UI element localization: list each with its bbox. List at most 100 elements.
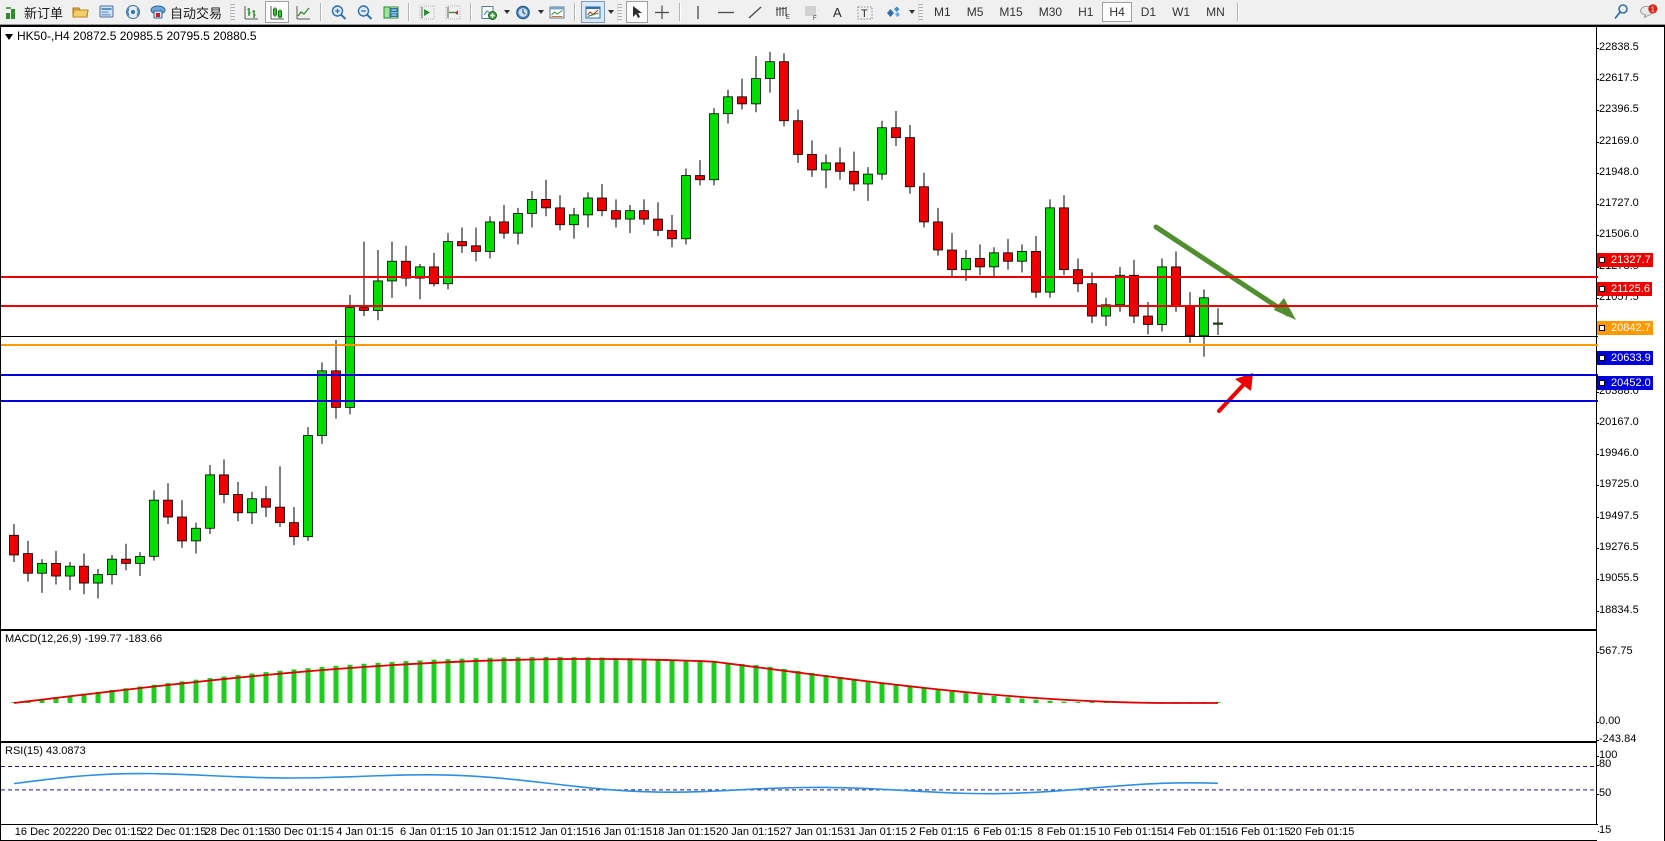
resistance-line-2[interactable] xyxy=(1,305,1598,307)
alerts-button[interactable]: 1 xyxy=(1636,1,1662,23)
horizontal-line-button[interactable] xyxy=(712,1,740,23)
price-level-pill[interactable]: 20452.0 xyxy=(1597,376,1653,391)
timeframe-m30[interactable]: M30 xyxy=(1038,5,1063,19)
chart-template-icon xyxy=(585,6,601,18)
price-tick: 22838.5 xyxy=(1596,40,1639,53)
tile-windows-button[interactable] xyxy=(379,1,403,23)
fibonacci-icon: F xyxy=(805,6,817,21)
price-axis[interactable]: 22838.5 22617.5 22396.5 22169.0 21948.0 21727… xyxy=(1595,27,1664,841)
time-tick: 2 Feb 01:15 xyxy=(909,826,969,838)
chart-templates-caret-icon[interactable] xyxy=(608,10,615,14)
folder-button[interactable] xyxy=(69,1,93,23)
timeframe-mn[interactable]: MN xyxy=(1206,5,1225,19)
toolbar-sep-1 xyxy=(320,3,323,21)
terminal-button[interactable] xyxy=(95,1,119,23)
zoom-in-button[interactable] xyxy=(327,1,351,23)
search-button[interactable] xyxy=(1608,1,1634,23)
templates-button[interactable] xyxy=(545,1,569,23)
indicator-tick: 567.75 xyxy=(1596,645,1633,657)
timeframe-m15[interactable]: M15 xyxy=(999,5,1023,19)
vertical-line-button[interactable] xyxy=(686,1,710,23)
rsi-pane[interactable]: RSI(15) 43.0873 xyxy=(1,741,1598,839)
text-button[interactable]: A xyxy=(826,1,850,23)
support-line-2[interactable] xyxy=(1,400,1598,402)
timeframe-m1[interactable]: M1 xyxy=(934,5,951,19)
line-chart-icon xyxy=(296,5,311,19)
price-tick: 21948.0 xyxy=(1596,165,1639,178)
signal-button[interactable] xyxy=(121,1,145,23)
scroll-end-icon xyxy=(419,5,435,19)
shapes-caret-icon[interactable] xyxy=(909,10,916,14)
macd-pane[interactable]: MACD(12,26,9) -199.77 -183.66 xyxy=(1,629,1598,739)
candlestick-button[interactable] xyxy=(265,1,290,23)
crosshair-button[interactable] xyxy=(650,1,674,23)
add-indicator-button[interactable] xyxy=(477,1,501,23)
price-level-pill[interactable]: 20842.7 xyxy=(1597,321,1653,336)
support-line-1[interactable] xyxy=(1,374,1598,376)
time-tick: 27 Jan 01:15 xyxy=(779,826,844,838)
chart-templates-button[interactable] xyxy=(581,1,606,23)
timeframe-d1[interactable]: D1 xyxy=(1140,5,1157,19)
time-tick: 14 Feb 01:15 xyxy=(1161,826,1227,838)
zoom-out-icon xyxy=(357,4,373,20)
time-tick: 8 Feb 01:15 xyxy=(1037,826,1097,838)
toolbar-sep-5 xyxy=(679,3,682,21)
time-tick: 6 Jan 01:15 xyxy=(400,826,458,838)
timeframe-h1[interactable]: H1 xyxy=(1078,5,1094,19)
shapes-button[interactable] xyxy=(880,1,906,23)
price-level-pill[interactable]: 21327.7 xyxy=(1597,253,1653,268)
folder-icon xyxy=(72,7,89,18)
shapes-icon xyxy=(887,6,901,17)
price-level-pill[interactable]: 20633.9 xyxy=(1597,350,1653,365)
bar-chart-button[interactable] xyxy=(239,1,263,23)
time-tick: 28 Dec 01:15 xyxy=(204,826,271,838)
autotrade-icon xyxy=(150,5,166,19)
new-order-button[interactable]: 新订单 xyxy=(3,1,67,23)
toolbar-grip-2[interactable] xyxy=(617,2,623,22)
timeframe-w1[interactable]: W1 xyxy=(1172,5,1191,19)
chart-window[interactable]: HK50-,H4 20872.5 20985.5 20795.5 20880.5… xyxy=(0,25,1665,841)
fibonacci-button[interactable]: F xyxy=(798,1,824,23)
period-caret-icon[interactable] xyxy=(538,10,545,14)
toolbar-grip-1[interactable] xyxy=(230,2,236,22)
toolbar-sep-2 xyxy=(408,3,411,21)
toolbar-grip-3[interactable] xyxy=(918,2,924,22)
shift-end-icon xyxy=(445,5,461,19)
add-indicator-caret-icon[interactable] xyxy=(504,10,511,14)
cursor-button[interactable] xyxy=(626,1,649,23)
time-tick: 6 Feb 01:15 xyxy=(973,826,1033,838)
resistance-line-1[interactable] xyxy=(1,276,1598,278)
price-tick: 21727.0 xyxy=(1596,197,1639,210)
alerts-icon: 1 xyxy=(1640,4,1658,19)
time-tick: 16 Dec 2022 xyxy=(14,826,78,838)
price-tick: 19055.5 xyxy=(1596,572,1639,585)
price-tick: 20167.0 xyxy=(1596,416,1639,429)
indicator-tick: 100 xyxy=(1595,749,1618,761)
templates-icon xyxy=(549,6,565,18)
text-label-button[interactable]: T xyxy=(852,1,878,23)
chart-menu-caret-icon[interactable] xyxy=(5,33,13,40)
svg-text:E: E xyxy=(786,15,790,21)
line-chart-button[interactable] xyxy=(291,1,315,23)
price-tick: 18834.5 xyxy=(1596,603,1639,616)
indicator-tick: 50 xyxy=(1595,787,1612,799)
add-indicator-icon xyxy=(481,5,498,20)
svg-text:F: F xyxy=(813,16,817,21)
pivot-line[interactable] xyxy=(1,344,1598,346)
shift-end-button[interactable] xyxy=(441,1,465,23)
horizontal-line-icon xyxy=(718,11,735,13)
zoom-out-button[interactable] xyxy=(353,1,377,23)
timeframe-h4[interactable]: H4 xyxy=(1102,2,1132,22)
scroll-end-button[interactable] xyxy=(415,1,439,23)
elliott-wave-button[interactable]: E xyxy=(770,1,796,23)
timeframe-m5[interactable]: M5 xyxy=(966,5,984,19)
autotrade-button[interactable]: 自动交易 xyxy=(147,1,226,23)
terminal-icon xyxy=(99,5,114,18)
period-button[interactable] xyxy=(511,1,535,23)
trendline-button[interactable] xyxy=(742,1,768,23)
price-level-pill[interactable]: 21125.6 xyxy=(1597,281,1652,296)
price-pane[interactable]: HK50-,H4 20872.5 20985.5 20795.5 20880.5 xyxy=(1,27,1598,627)
time-axis[interactable]: 16 Dec 2022 20 Dec 01:15 22 Dec 01:15 28 De… xyxy=(1,824,1598,840)
pivot-line-thin xyxy=(1,336,1598,337)
macd-series xyxy=(11,657,1221,704)
